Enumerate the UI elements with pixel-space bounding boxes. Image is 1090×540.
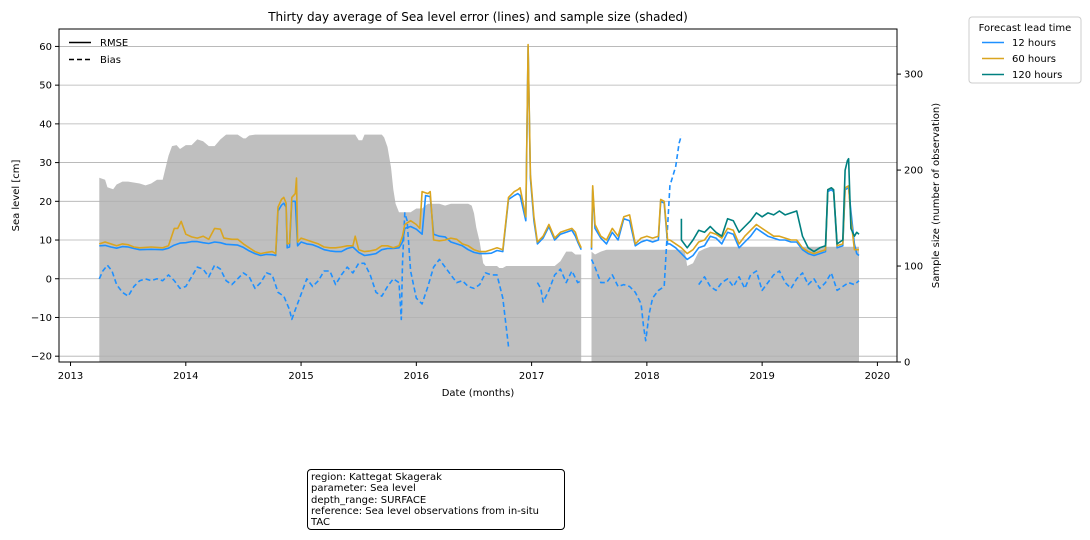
x-tick-label: 2015 — [288, 371, 313, 382]
series-120-hours-rmse — [680, 157, 860, 253]
lead-time-legend: Forecast lead time 12 hours 60 hours 120… — [968, 16, 1082, 84]
metadata-reference: reference: Sea level observations from i… — [311, 505, 540, 529]
y-tick-label: 20 — [39, 197, 52, 208]
sample-size-layer — [99, 134, 860, 362]
axes: 2013 2014 2015 2016 2017 2018 2019 2020 −20 −10 0 1… — [31, 42, 923, 382]
lead-legend-title: Forecast lead time — [979, 23, 1072, 34]
y-tick-label: 60 — [39, 42, 52, 53]
y2-tick-label: 200 — [904, 166, 923, 177]
x-tick-label: 2018 — [634, 371, 659, 382]
series-lines — [98, 43, 860, 347]
x-tick-label: 2013 — [58, 371, 83, 382]
y2-axis-label: Sample size (number of observation) — [931, 103, 942, 288]
series-12-hours-bias — [98, 135, 860, 347]
x-tick-label: 2017 — [519, 371, 544, 382]
y2-tick-label: 300 — [904, 70, 923, 81]
x-tick-label: 2019 — [749, 371, 774, 382]
style-legend: RMSE Bias — [69, 38, 128, 66]
x-tick-label: 2020 — [865, 371, 890, 382]
lead-legend-frame — [968, 16, 1082, 84]
metadata-parameter: parameter: Sea level — [311, 483, 416, 495]
metadata-depth-range: depth_range: SURFACE — [311, 494, 427, 506]
legend-bias-label: Bias — [100, 55, 121, 66]
y-tick-label: 50 — [39, 81, 52, 92]
y2-tick-label: 100 — [904, 262, 923, 273]
y-tick-label: −20 — [31, 352, 52, 363]
y-tick-label: 10 — [39, 236, 52, 247]
grid-lines — [59, 46, 897, 357]
metadata-box: region: Kattegat Skagerak parameter: Sea… — [307, 469, 565, 530]
legend-60h-label: 60 hours — [1012, 54, 1056, 65]
series-12-hours-rmse — [99, 45, 860, 261]
y-tick-label: −10 — [31, 313, 52, 324]
legend-rmse-label: RMSE — [100, 38, 128, 49]
legend-12h-label: 12 hours — [1012, 38, 1056, 49]
x-tick-label: 2014 — [173, 371, 198, 382]
y-tick-label: 40 — [39, 119, 52, 130]
plot-frame — [58, 28, 898, 363]
y-tick-label: 30 — [39, 158, 52, 169]
y2-tick-label: 0 — [904, 358, 910, 369]
y-axis-label: Sea level [cm] — [11, 160, 22, 232]
x-axis-label: Date (months) — [442, 388, 515, 399]
y-tick-label: 0 — [46, 274, 52, 285]
chart-title: Thirty day average of Sea level error (l… — [267, 10, 688, 24]
sample-size-area — [99, 134, 860, 362]
metadata-region: region: Kattegat Skagerak — [311, 472, 442, 483]
legend-120h-label: 120 hours — [1012, 70, 1062, 81]
x-tick-label: 2016 — [404, 371, 429, 382]
